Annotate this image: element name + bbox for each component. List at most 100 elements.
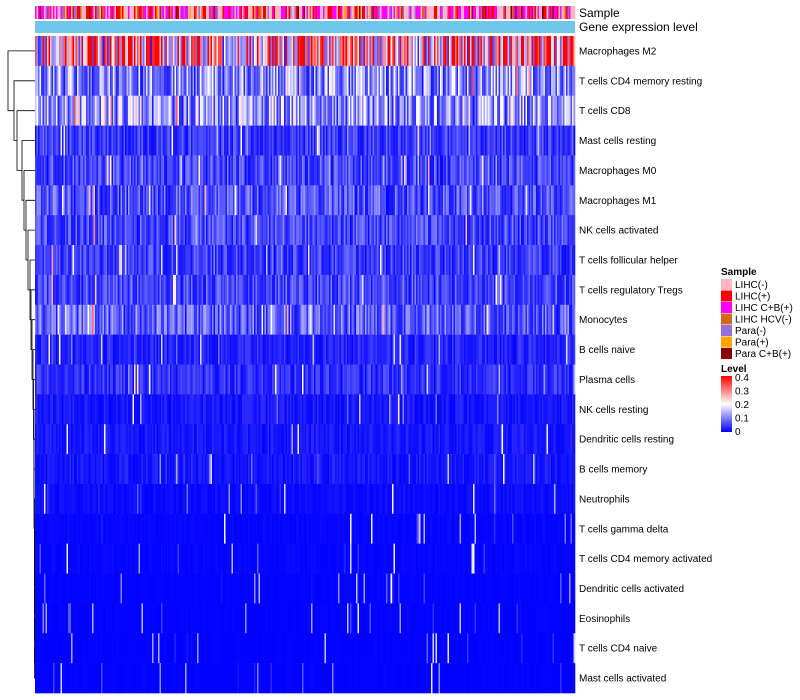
heatmap-cell xyxy=(360,185,363,216)
heatmap-cell xyxy=(507,274,510,306)
heatmap-cell xyxy=(60,125,63,156)
heatmap-cell xyxy=(119,334,121,365)
heatmap-cell xyxy=(224,65,226,97)
heatmap-cell xyxy=(287,215,289,246)
heatmap-cell xyxy=(371,155,373,186)
heatmap-cell xyxy=(401,125,403,156)
heatmap-cell xyxy=(468,185,471,216)
heatmap-cell xyxy=(371,274,373,306)
heatmap-cell xyxy=(315,36,318,67)
heatmap-cell xyxy=(183,394,186,425)
heatmap-cell xyxy=(195,245,198,276)
heatmap-cell xyxy=(206,125,208,156)
sample-annotation-cell xyxy=(101,6,103,19)
heatmap-cell xyxy=(429,185,432,216)
heatmap-cell xyxy=(158,36,160,67)
heatmap-cell xyxy=(294,215,297,246)
heatmap-cell xyxy=(347,36,349,67)
heatmap-cell xyxy=(138,36,141,67)
heatmap-cell xyxy=(285,65,288,97)
heatmap-cell xyxy=(287,185,289,216)
heatmap-cell xyxy=(266,364,268,395)
heatmap-cell xyxy=(287,364,289,395)
heatmap-cell xyxy=(389,36,391,67)
heatmap-cell xyxy=(402,36,405,67)
heatmap-cell xyxy=(282,274,285,306)
heatmap-cell xyxy=(524,155,526,186)
heatmap-cell xyxy=(288,185,291,216)
heatmap-cell xyxy=(263,185,265,216)
heatmap-cell xyxy=(329,125,331,156)
heatmap-cell xyxy=(81,155,84,186)
heatmap-cell xyxy=(437,304,439,335)
heatmap-cell xyxy=(168,394,171,425)
heatmap-cell xyxy=(545,125,547,156)
heatmap-cell xyxy=(417,155,420,186)
heatmap-cell xyxy=(272,394,274,425)
heatmap-cell xyxy=(324,185,327,216)
sample-annotation-cell xyxy=(443,6,445,19)
heatmap-cell xyxy=(387,334,390,365)
heatmap-cell xyxy=(309,215,312,246)
sample-annotation-cell xyxy=(45,6,48,19)
heatmap-cell xyxy=(194,304,196,335)
heatmap-cell xyxy=(282,364,285,395)
heatmap-cell xyxy=(72,65,75,97)
heatmap-cell xyxy=(47,304,49,335)
heatmap-cell xyxy=(515,274,517,306)
heatmap-cell xyxy=(429,304,432,335)
heatmap-cell xyxy=(513,304,516,335)
heatmap-cell xyxy=(372,65,375,97)
sample-annotation-cell xyxy=(77,6,79,19)
heatmap-cell xyxy=(183,36,186,67)
heatmap-cell xyxy=(426,304,429,335)
heatmap-cell xyxy=(297,274,300,306)
heatmap-cell xyxy=(438,274,441,306)
heatmap-cell xyxy=(441,245,444,276)
heatmap-cell xyxy=(200,394,202,425)
heatmap-cell xyxy=(416,125,418,156)
heatmap-cell xyxy=(290,95,292,126)
heatmap-cell xyxy=(291,274,294,306)
heatmap-cell xyxy=(488,65,490,97)
heatmap-cell xyxy=(365,364,367,395)
heatmap-cell xyxy=(84,304,87,335)
heatmap-cell xyxy=(113,364,115,395)
heatmap-cell xyxy=(477,274,480,306)
heatmap-cell xyxy=(80,155,82,186)
sample-annotation-cell xyxy=(252,6,255,19)
heatmap-cell xyxy=(324,245,327,276)
heatmap-cell xyxy=(62,215,64,246)
heatmap-cell xyxy=(57,215,60,246)
sample-annotation-cell xyxy=(330,6,333,19)
heatmap-cell xyxy=(161,155,163,186)
heatmap-cell xyxy=(98,36,100,67)
heatmap-cell xyxy=(362,155,364,186)
heatmap-cell xyxy=(212,95,214,126)
heatmap-cell xyxy=(228,65,231,97)
heatmap-cell xyxy=(306,304,309,335)
heatmap-cell xyxy=(233,185,235,216)
heatmap-cell xyxy=(180,155,183,186)
heatmap-cell xyxy=(80,394,82,425)
heatmap-cell xyxy=(48,274,51,306)
heatmap-cell xyxy=(74,245,76,276)
heatmap-cell xyxy=(227,274,229,306)
heatmap-cell xyxy=(563,245,565,276)
sample-annotation-cell xyxy=(234,6,237,19)
heatmap-cell xyxy=(135,364,138,395)
heatmap-cell xyxy=(57,274,60,306)
heatmap-cell xyxy=(353,36,355,67)
heatmap-cell xyxy=(429,95,432,126)
heatmap-cell xyxy=(540,334,543,365)
heatmap-cell xyxy=(71,36,73,67)
heatmap-cell xyxy=(432,185,435,216)
heatmap-cell xyxy=(123,394,126,425)
sample-annotation-cell xyxy=(486,6,489,19)
heatmap-cell xyxy=(174,334,177,365)
heatmap-cell xyxy=(324,334,327,365)
heatmap-cell xyxy=(126,65,129,97)
heatmap-cell xyxy=(267,185,270,216)
heatmap-cell xyxy=(449,65,451,97)
heatmap-cell xyxy=(65,95,67,126)
